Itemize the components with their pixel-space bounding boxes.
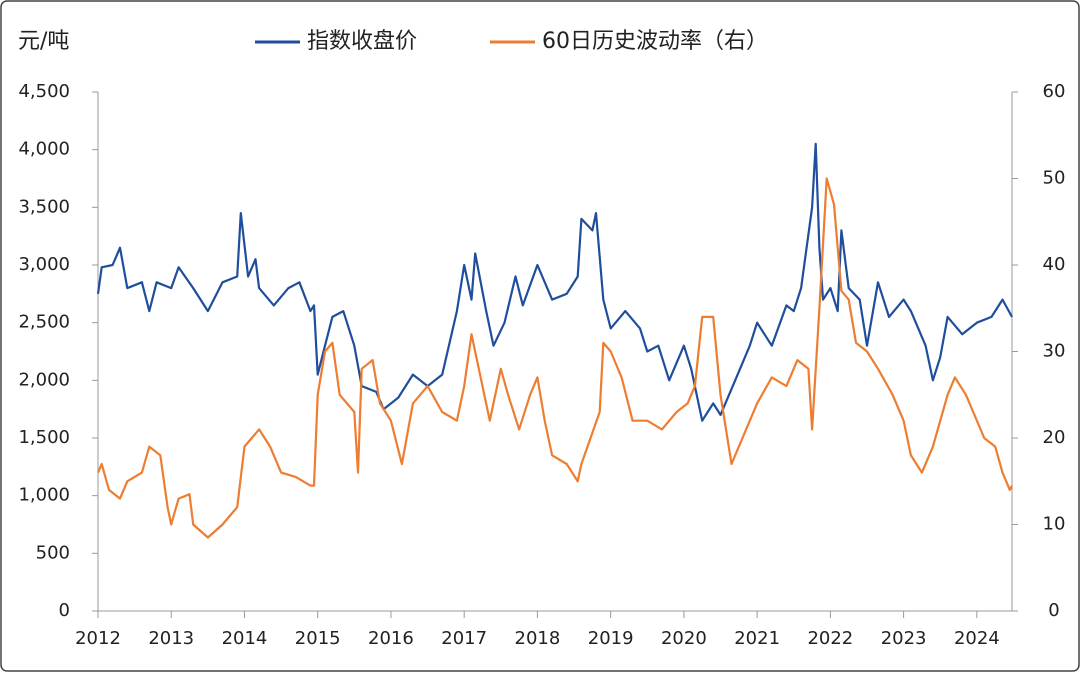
y-tick-label: 3,000 <box>18 254 70 275</box>
y-tick-label: 500 <box>36 542 70 563</box>
x-tick-label: 2016 <box>368 628 414 649</box>
y-tick-label: 4,500 <box>18 81 70 102</box>
series-line <box>96 177 1013 539</box>
y2-tick-label: 50 <box>1043 168 1066 189</box>
y2-tick-label: 60 <box>1043 81 1066 102</box>
y-tick-label: 4,000 <box>18 139 70 160</box>
x-tick-label: 2017 <box>441 628 487 649</box>
y-tick-label: 1,000 <box>18 485 70 506</box>
y2-tick-label: 0 <box>1048 600 1059 621</box>
y2-tick-label: 20 <box>1043 427 1066 448</box>
series-line <box>96 142 1013 422</box>
y2-tick-label: 30 <box>1043 341 1066 362</box>
y-tick-label: 3,500 <box>18 196 70 217</box>
x-tick-label: 2012 <box>75 628 121 649</box>
y-tick-label: 2,000 <box>18 369 70 390</box>
x-tick-label: 2024 <box>954 628 1000 649</box>
x-tick-label: 2014 <box>222 628 268 649</box>
y2-tick-label: 10 <box>1043 514 1066 535</box>
x-tick-label: 2021 <box>734 628 780 649</box>
x-tick-label: 2023 <box>881 628 927 649</box>
y-tick-label: 1,500 <box>18 427 70 448</box>
y-axis-label: 元/吨 <box>18 29 69 54</box>
legend-label: 60日历史波动率（右） <box>542 29 768 54</box>
y-tick-label: 2,500 <box>18 312 70 333</box>
y-tick-label: 0 <box>59 600 70 621</box>
x-tick-label: 2022 <box>807 628 853 649</box>
x-tick-label: 2020 <box>661 628 707 649</box>
x-tick-label: 2018 <box>515 628 561 649</box>
x-tick-label: 2015 <box>295 628 341 649</box>
y2-tick-label: 40 <box>1043 254 1066 275</box>
legend-label: 指数收盘价 <box>307 29 417 54</box>
x-tick-label: 2013 <box>148 628 194 649</box>
x-tick-label: 2019 <box>588 628 634 649</box>
